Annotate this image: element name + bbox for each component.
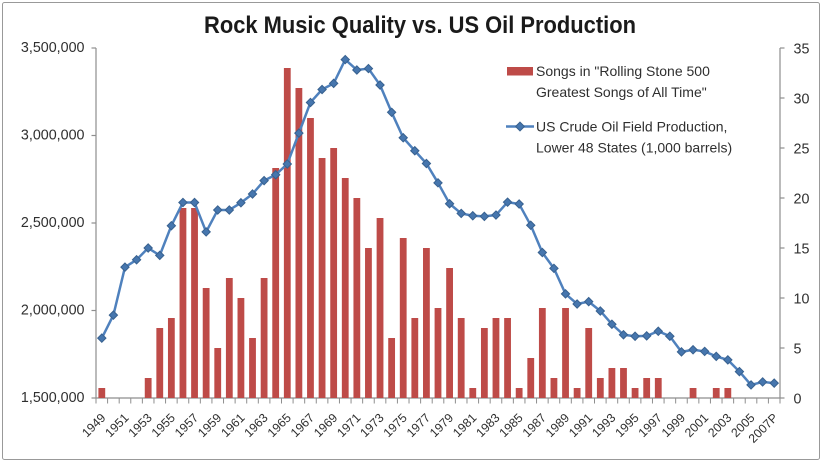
- svg-text:25: 25: [794, 141, 810, 157]
- svg-text:10: 10: [794, 291, 810, 307]
- svg-text:1,500,000: 1,500,000: [21, 390, 85, 406]
- svg-text:20: 20: [794, 191, 810, 207]
- svg-text:Rock Music Quality vs. US Oil: Rock Music Quality vs. US Oil Production: [204, 12, 636, 39]
- svg-text:Songs in "Rolling Stone 500: Songs in "Rolling Stone 500: [536, 63, 710, 79]
- svg-text:2,000,000: 2,000,000: [21, 303, 85, 319]
- svg-text:5: 5: [794, 341, 802, 357]
- svg-text:3,500,000: 3,500,000: [21, 40, 85, 56]
- svg-text:3,000,000: 3,000,000: [21, 128, 85, 144]
- svg-text:Greatest Songs of All Time": Greatest Songs of All Time": [536, 84, 707, 100]
- svg-text:15: 15: [794, 241, 810, 257]
- svg-text:Lower 48 States (1,000 barrels: Lower 48 States (1,000 barrels): [536, 140, 732, 156]
- svg-text:35: 35: [794, 41, 810, 57]
- svg-text:0: 0: [794, 391, 802, 407]
- svg-text:30: 30: [794, 91, 810, 107]
- svg-text:2,500,000: 2,500,000: [21, 215, 85, 231]
- svg-text:US Crude Oil Field Production,: US Crude Oil Field Production,: [536, 119, 727, 135]
